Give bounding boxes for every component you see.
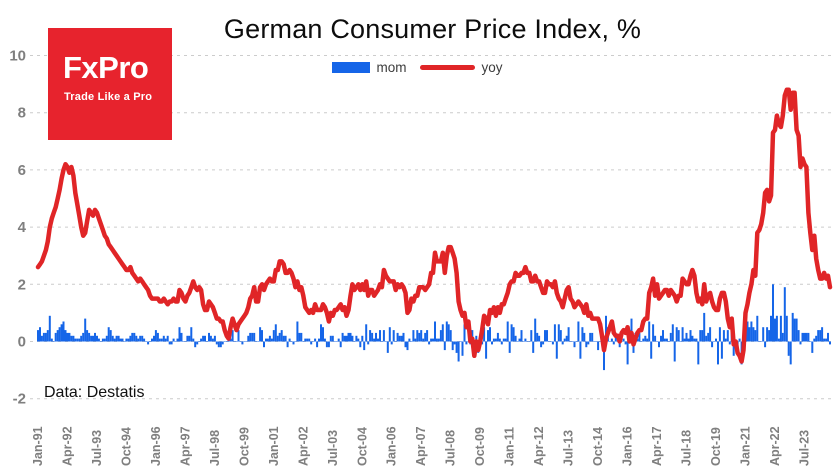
svg-text:Jul-08: Jul-08 <box>444 430 458 466</box>
svg-text:Oct-19: Oct-19 <box>709 427 723 466</box>
svg-text:Apr-92: Apr-92 <box>60 426 74 466</box>
svg-text:Apr-97: Apr-97 <box>178 426 192 466</box>
svg-text:Apr-22: Apr-22 <box>768 426 782 466</box>
svg-text:Jan-21: Jan-21 <box>738 426 752 466</box>
svg-text:Jul-18: Jul-18 <box>680 430 694 466</box>
svg-text:Jan-11: Jan-11 <box>503 427 517 466</box>
svg-text:Oct-99: Oct-99 <box>237 427 251 466</box>
svg-text:Jan-06: Jan-06 <box>385 426 399 466</box>
legend-item-yoy: yoy <box>420 60 503 75</box>
svg-text:Jan-01: Jan-01 <box>267 426 281 466</box>
svg-text:Apr-02: Apr-02 <box>296 426 310 466</box>
svg-text:Oct-94: Oct-94 <box>119 427 133 466</box>
svg-text:Jan-96: Jan-96 <box>149 426 163 466</box>
fxpro-logo: FxPro Trade Like a Pro <box>48 28 172 140</box>
legend-item-mom: mom <box>332 60 406 75</box>
data-source-label: Data: Destatis <box>44 384 145 401</box>
svg-text:Oct-09: Oct-09 <box>473 427 487 466</box>
svg-text:Jul-13: Jul-13 <box>562 430 576 466</box>
svg-text:2: 2 <box>18 276 26 293</box>
svg-text:Apr-17: Apr-17 <box>650 426 664 466</box>
svg-text:6: 6 <box>18 162 26 179</box>
mom-bar-swatch-icon <box>332 62 371 73</box>
svg-text:Jan-91: Jan-91 <box>31 426 45 466</box>
svg-text:10: 10 <box>9 48 26 65</box>
svg-text:Jul-93: Jul-93 <box>90 430 104 466</box>
chart-legend: mom yoy <box>0 60 835 75</box>
svg-text:4: 4 <box>18 219 27 236</box>
yoy-line-swatch-icon <box>420 65 476 70</box>
svg-text:Oct-04: Oct-04 <box>355 427 369 466</box>
svg-text:0: 0 <box>18 334 26 351</box>
svg-text:-2: -2 <box>13 391 26 408</box>
fxpro-logo-name: FxPro <box>63 50 149 85</box>
legend-label-yoy: yoy <box>481 60 503 75</box>
svg-text:Apr-12: Apr-12 <box>532 426 546 466</box>
svg-text:Apr-07: Apr-07 <box>414 426 428 466</box>
svg-text:Jul-03: Jul-03 <box>326 430 340 466</box>
svg-text:Jul-98: Jul-98 <box>208 430 222 466</box>
svg-text:Jul-23: Jul-23 <box>797 430 811 466</box>
legend-label-mom: mom <box>376 60 407 75</box>
svg-text:8: 8 <box>18 105 26 122</box>
svg-text:Jan-16: Jan-16 <box>621 426 635 466</box>
svg-text:Oct-14: Oct-14 <box>591 427 605 466</box>
chart-title: German Consumer Price Index, % <box>223 14 642 44</box>
fxpro-logo-tagline: Trade Like a Pro <box>64 91 153 103</box>
